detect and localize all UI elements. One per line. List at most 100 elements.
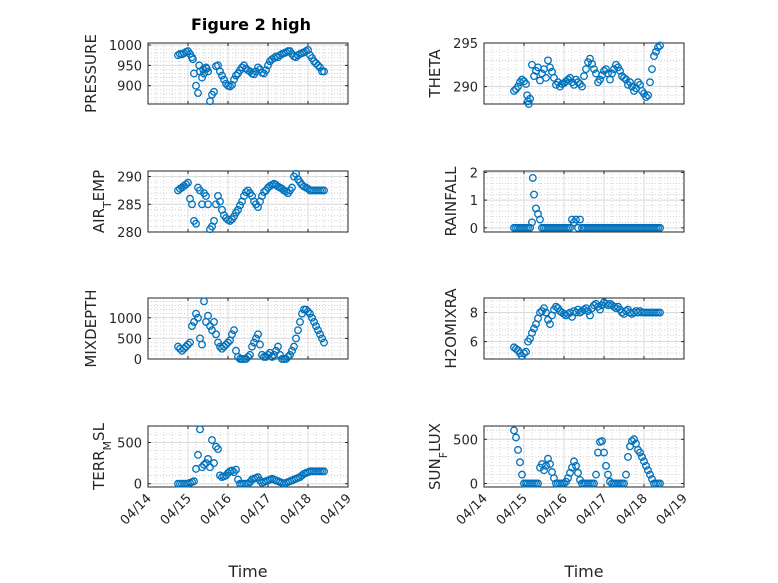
data-point [576, 215, 584, 224]
data-point [320, 67, 328, 76]
data-point [264, 61, 272, 70]
data-point [542, 73, 550, 82]
data-point [204, 200, 212, 209]
data-point [604, 470, 612, 479]
data-point [512, 344, 520, 353]
data-point [550, 73, 558, 82]
data-point [656, 223, 664, 232]
data-point [198, 73, 206, 82]
data-point [220, 342, 228, 351]
y-tick-label: 0 [134, 353, 142, 368]
x-tick-label: 04/14 [454, 491, 491, 528]
axes-border [147, 297, 349, 360]
figure-title: Figure 2 high [191, 15, 311, 34]
data-point [528, 173, 537, 182]
data-point [190, 477, 198, 486]
data-point [650, 52, 658, 61]
data-point [216, 197, 224, 206]
data-point [574, 468, 582, 477]
data-point [182, 342, 190, 351]
data-point [620, 479, 628, 488]
data-point [518, 75, 526, 84]
data-point [210, 459, 218, 468]
data-point [230, 212, 238, 221]
data-point [528, 218, 536, 227]
data-point [610, 302, 618, 311]
data-point [640, 457, 648, 466]
x-tick-label: 04/19 [318, 491, 355, 528]
y-tick-label: 500 [117, 436, 142, 451]
data-point [316, 63, 324, 72]
data-point [184, 340, 192, 349]
data-point [570, 457, 578, 466]
data-point [308, 313, 316, 322]
x-tick-label: 04/14 [118, 491, 155, 528]
x-tick-label: 04/16 [534, 491, 571, 528]
data-point [220, 75, 228, 84]
y-axis-label: SUNFLUX [426, 423, 450, 490]
data-point [580, 72, 588, 81]
data-point [226, 216, 234, 225]
x-tick-label: 04/17 [238, 491, 275, 528]
data-point [248, 342, 256, 351]
data-point [656, 308, 664, 317]
axes-frame [483, 425, 685, 488]
data-point [298, 471, 306, 480]
data-point [254, 330, 262, 339]
data-point [560, 479, 568, 488]
data-point [590, 65, 598, 74]
data-point [204, 455, 212, 463]
data-point [208, 326, 216, 335]
data-point [586, 54, 594, 63]
data-point [530, 190, 538, 199]
data-point [210, 87, 218, 96]
axes-border [483, 42, 685, 105]
data-point [206, 322, 214, 330]
data-point [320, 467, 328, 476]
data-point [636, 448, 644, 457]
data-point [234, 475, 242, 484]
data-point [638, 452, 646, 461]
data-point [616, 66, 624, 75]
data-point [534, 479, 542, 488]
data-point [230, 75, 238, 84]
data-point [312, 59, 320, 68]
data-point [222, 340, 230, 349]
data-point [272, 346, 280, 355]
data-point [574, 78, 582, 87]
data-point [284, 352, 292, 361]
data-point [546, 460, 554, 468]
data-point [542, 308, 550, 317]
data-point [210, 216, 218, 225]
data-point [310, 317, 318, 326]
y-tick-label: 500 [117, 332, 142, 347]
axes-border [483, 297, 685, 360]
data-point [580, 305, 588, 314]
data-point [192, 309, 200, 318]
data-point [586, 311, 594, 320]
y-tick-label: 2 [470, 166, 478, 181]
axes-border [147, 42, 349, 105]
data-point [242, 355, 250, 363]
y-axis-label: RAINFALL [442, 166, 460, 237]
data-point [644, 466, 652, 475]
data-point [200, 297, 208, 306]
data-point [578, 82, 586, 91]
data-point [294, 326, 302, 335]
data-point [194, 313, 202, 322]
data-point [544, 315, 552, 324]
data-point [630, 435, 638, 444]
data-point [286, 350, 294, 359]
subplot-sun-flux: 0 500 04/14 04/15 04/16 04/17 04/18 04/19 Time SU… [426, 423, 691, 581]
data-point [648, 65, 656, 74]
data-point [566, 223, 574, 232]
data-point [654, 43, 662, 52]
data-point [256, 340, 264, 349]
data-point [652, 47, 660, 56]
data-point [228, 330, 236, 339]
data-point [596, 305, 604, 314]
data-point [276, 350, 284, 359]
data-point [646, 470, 654, 479]
